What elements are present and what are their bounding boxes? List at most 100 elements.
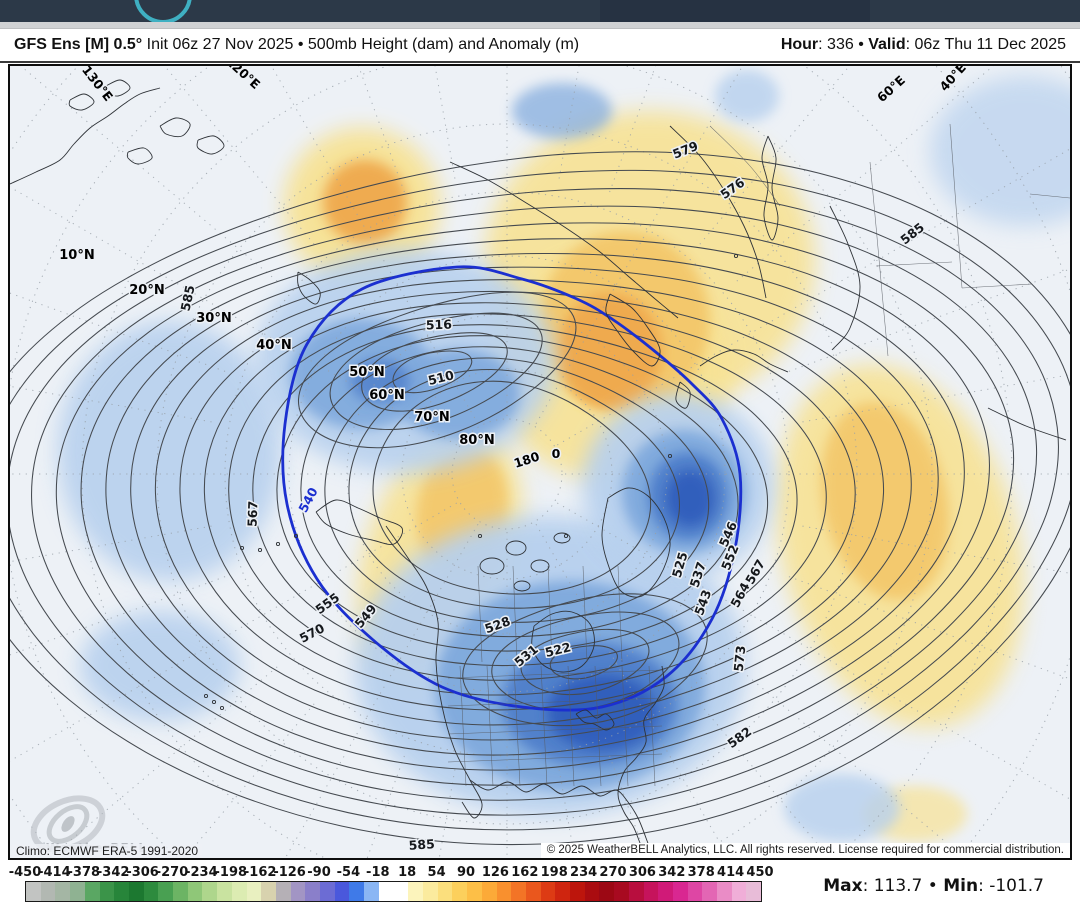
colorbar-tick: 18 (398, 865, 417, 880)
map-title: GFS Ens [M] 0.5° Init 06z 27 Nov 2025 • … (14, 36, 579, 54)
colorbar-segment (628, 882, 644, 901)
colorbar (25, 881, 762, 902)
contour-label: 573 (731, 645, 749, 673)
colorbar-segment (40, 882, 56, 901)
contour-label: 585 (408, 836, 435, 853)
latitude-label: 50°N (349, 365, 384, 380)
colorbar-segment (275, 882, 291, 901)
colorbar-segment (467, 882, 482, 901)
colorbar-segment (99, 882, 115, 901)
max-min-readout: Max: 113.7 • Min: -101.7 (823, 876, 1044, 896)
colorbar-tick: -18 (366, 865, 390, 880)
contour-label: 585 (178, 284, 198, 313)
colorbar-segment (334, 882, 350, 901)
colorbar-tick: -198 (214, 865, 248, 880)
colorbar-segment (481, 882, 497, 901)
longitude-label: 0 (552, 446, 561, 461)
contour-label: 516 (426, 317, 453, 333)
colorbar-segment (246, 882, 262, 901)
colorbar-tick: 342 (658, 865, 686, 880)
colorbar-segment (364, 882, 379, 901)
colorbar-tick: 234 (570, 865, 598, 880)
colorbar-tick: -270 (155, 865, 189, 880)
site-top-bar (0, 0, 1080, 22)
map-title-bar: GFS Ens [M] 0.5° Init 06z 27 Nov 2025 • … (0, 29, 1080, 63)
init-and-product: Init 06z 27 Nov 2025 • 500mb Height (dam… (142, 36, 580, 53)
colorbar-segment (511, 882, 526, 901)
latitude-label: 20°N (129, 283, 164, 298)
colorbar-segment (437, 882, 453, 901)
colorbar-segment (717, 882, 732, 901)
latitude-label: 80°N (459, 433, 494, 448)
colorbar-tick: 306 (628, 865, 656, 880)
latitude-label: 70°N (414, 410, 449, 425)
colorbar-segment (261, 882, 276, 901)
colorbar-tick: 126 (481, 865, 509, 880)
min-label: Min (943, 876, 979, 896)
colorbar-segment (114, 882, 129, 901)
colorbar-tick: -234 (185, 865, 218, 880)
colorbar-segment (143, 882, 159, 901)
valid-time: Hour: 336 • Valid: 06z Thu 11 Dec 2025 (781, 36, 1066, 54)
colorbar-tick-row: -450 -414 -378 -342 -306 -270 -234 -198 -162 -126… (9, 865, 774, 880)
climo-label: Climo: ECMWF ERA-5 1991-2020 (12, 844, 203, 858)
colorbar-segment (202, 882, 218, 901)
latitude-label: 60°N (369, 388, 404, 403)
colorbar-segment (349, 882, 365, 901)
min-value: : -101.7 (978, 876, 1044, 896)
colorbar-tick: 54 (427, 865, 446, 880)
latitude-label: 30°N (196, 311, 231, 326)
colorbar-tick: -450 (8, 865, 42, 880)
top-nav-panel (600, 0, 870, 22)
colorbar-footer: -450 -414 -378 -342 -306 -270 -234 -198 -162 -126… (0, 860, 1080, 908)
colorbar-segment (614, 882, 629, 901)
colorbar-segment (540, 882, 556, 901)
colorbar-segment (70, 882, 85, 901)
hour-value: : 336 • (818, 36, 869, 53)
colorbar-segment (672, 882, 688, 901)
colorbar-segment (173, 882, 188, 901)
valid-label: Valid (868, 36, 906, 53)
colorbar-segment (305, 882, 321, 901)
colorbar-tick: 162 (511, 865, 539, 880)
colorbar-segment (452, 882, 468, 901)
colorbar-segment (584, 882, 600, 901)
colorbar-segment (599, 882, 615, 901)
colorbar-segment (158, 882, 174, 901)
colorbar-segment (422, 882, 438, 901)
colorbar-segment (496, 882, 512, 901)
hour-label: Hour (780, 36, 819, 53)
colorbar-tick: -378 (67, 865, 101, 880)
colorbar-tick: -342 (96, 865, 130, 880)
colorbar-tick: 450 (746, 865, 774, 880)
colorbar-segment (393, 882, 409, 901)
valid-value: : 06z Thu 11 Dec 2025 (905, 36, 1066, 53)
colorbar-segment (702, 882, 718, 901)
site-logo-icon (134, 0, 192, 22)
colorbar-segment (84, 882, 100, 901)
map-canvas: 585 585 585 582 579 576 570 567 555 549 540 537 546 5… (8, 64, 1072, 860)
colorbar-tick: -126 (273, 865, 306, 880)
latitude-label: 10°N (59, 248, 94, 263)
copyright-label: © 2025 WeatherBELL Analytics, LLC. All r… (540, 843, 1070, 858)
colorbar-tick: -54 (336, 865, 361, 880)
colorbar-segment (687, 882, 703, 901)
colorbar-tick: -90 (307, 865, 331, 880)
colorbar-segment (55, 882, 71, 901)
contour-label: 567 (245, 501, 261, 528)
colorbar-segment (187, 882, 203, 901)
colorbar-segment (746, 882, 762, 901)
max-value: : 113.7 • (862, 876, 944, 896)
divider-bar (0, 22, 1080, 29)
colorbar-tick: -306 (126, 865, 159, 880)
latitude-label: 40°N (256, 338, 291, 353)
colorbar-tick: 90 (456, 865, 476, 880)
colorbar-segment (408, 882, 423, 901)
colorbar-segment (658, 882, 673, 901)
colorbar-segment (320, 882, 335, 901)
colorbar-tick: 378 (687, 865, 715, 880)
colorbar-segment (128, 882, 144, 901)
colorbar-tick: 414 (717, 865, 745, 880)
colorbar-segment (290, 882, 306, 901)
